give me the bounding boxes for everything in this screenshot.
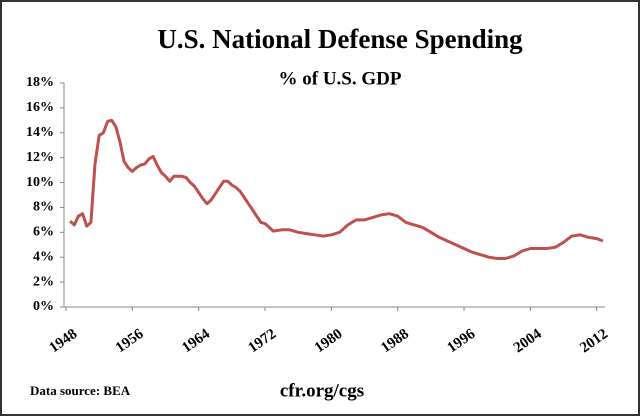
y-tick-label: 6% [33,225,54,240]
source: Data source: BEA [30,383,131,398]
y-tick-label: 12% [26,150,54,165]
line-series [69,118,604,260]
y-tick-label: 16% [26,100,54,115]
chart-title: U.S. National Defense Spending [157,24,523,54]
y-tick-label: 4% [33,249,54,264]
footer: cfr.org/cgs [280,380,364,401]
y-tick-label: 18% [26,75,54,90]
chart-subtitle: % of U.S. GDP [279,68,402,89]
y-tick-label: 10% [26,175,54,190]
y-tick-label: 14% [26,125,54,140]
y-tick-label: 8% [33,200,54,215]
y-tick-label: 2% [33,274,54,289]
y-tick-label: 0% [33,299,54,314]
